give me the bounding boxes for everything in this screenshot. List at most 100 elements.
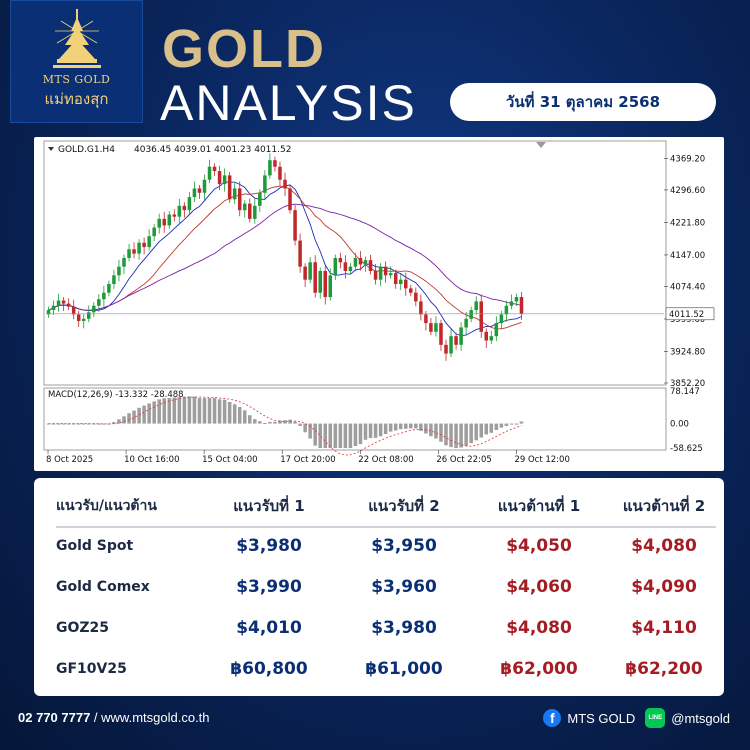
candle-body [122, 257, 126, 267]
candle-body [61, 300, 66, 304]
candle-body [439, 323, 443, 345]
candle-body [373, 270, 378, 280]
candle-body [469, 310, 473, 319]
macd-histogram-bar [288, 419, 292, 424]
y-tick-label: 4221.80 [670, 218, 705, 228]
macd-histogram-bar [424, 423, 428, 434]
macd-label: MACD(12,26,9) -13.332 -28.488 [48, 390, 184, 400]
macd-histogram-bar [444, 423, 448, 446]
title-gold: GOLD [162, 19, 326, 79]
line-icon[interactable]: LINE [645, 708, 666, 728]
x-tick-label: 22 Oct 08:00 [358, 455, 413, 465]
candle-body [494, 323, 499, 337]
macd-histogram-bar [388, 423, 393, 432]
candle-body [268, 160, 272, 176]
macd-histogram-bar [348, 423, 353, 448]
macd-histogram-bar [343, 423, 348, 448]
brand-name-th: แม่ทองสุก [44, 90, 109, 108]
x-tick-label: 29 Oct 12:00 [514, 455, 569, 465]
ma-slow-line [48, 203, 522, 311]
macd-histogram-bar [353, 423, 358, 447]
candle-body [424, 314, 428, 324]
chart-menu-icon[interactable] [48, 147, 54, 151]
line-id[interactable]: @mtsgold [671, 710, 730, 726]
candle-body [51, 305, 56, 311]
y-tick-label: 3924.80 [670, 347, 705, 357]
macd-histogram-bar [132, 410, 136, 424]
x-tick-label: 10 Oct 16:00 [124, 455, 179, 465]
candle-body [398, 279, 403, 285]
macd-histogram-bar [217, 399, 222, 424]
candle-body [152, 227, 156, 237]
candle-body [434, 323, 438, 332]
brand-logo: MTS GOLD แม่ทองสุก [10, 0, 143, 123]
candle-body [519, 297, 524, 314]
macd-histogram-bar [283, 420, 287, 424]
macd-histogram-bar [368, 423, 373, 439]
candle-body [454, 336, 458, 345]
candle-body [313, 262, 317, 293]
macd-histogram-bar [112, 422, 116, 424]
macd-histogram-bar [76, 423, 81, 425]
chart-symbol-label: GOLD.G1.H4 [58, 145, 115, 155]
x-tick-label: 17 Oct 20:00 [280, 455, 335, 465]
candle-body [293, 210, 297, 241]
macd-histogram-bar [227, 402, 232, 424]
support-2-value: $3,960 [371, 577, 437, 597]
candle-body [388, 273, 393, 276]
row-name: GF10V25 [56, 661, 127, 677]
facebook-icon[interactable]: f [543, 709, 562, 727]
macd-histogram-bar [197, 397, 202, 424]
candle-body [333, 257, 338, 276]
support-1-value: $3,980 [236, 536, 302, 556]
candle-body [378, 266, 383, 280]
table-row: GF10V25 ฿60,800 ฿61,000 ฿62,000 ฿62,200 [34, 649, 724, 689]
last-price-label: 4011.52 [669, 310, 704, 320]
resistance-2-value: $4,090 [631, 577, 697, 597]
y-tick-label: 4074.40 [670, 282, 705, 292]
candle-body [187, 197, 192, 211]
support-2-value: ฿61,000 [365, 659, 443, 679]
macd-histogram-bar [308, 423, 312, 439]
ma-mid-line [48, 185, 522, 330]
macd-histogram-bar [519, 421, 524, 424]
candle-body [348, 266, 353, 271]
macd-histogram-bar [157, 399, 161, 424]
table-row: GOZ25 $4,010 $3,980 $4,080 $4,110 [34, 608, 724, 648]
facebook-name[interactable]: MTS GOLD [567, 710, 636, 726]
macd-histogram-bar [122, 416, 126, 424]
macd-histogram-bar [313, 423, 317, 446]
macd-histogram-bar [409, 423, 413, 429]
support-1-value: $3,990 [236, 577, 302, 597]
macd-histogram-bar [46, 423, 51, 425]
macd-histogram-bar [499, 423, 504, 428]
macd-y-tick-label: -58.625 [670, 444, 703, 454]
row-name: Gold Comex [56, 579, 150, 595]
macd-histogram-bar [202, 398, 207, 424]
candle-body [222, 175, 227, 185]
resistance-1-value: ฿62,000 [500, 659, 578, 679]
candle-body [318, 270, 322, 293]
macd-histogram-bar [318, 423, 322, 448]
candle-body [403, 279, 408, 289]
title-analysis: ANALYSIS [160, 75, 417, 131]
chart-scroll-marker [536, 142, 546, 148]
macd-histogram-bar [449, 423, 453, 448]
header-resistance-1: แนวต้านที่ 1 [497, 497, 581, 515]
macd-histogram-bar [293, 421, 297, 424]
header-support-2: แนวรับที่ 2 [368, 497, 440, 515]
candle-body [227, 175, 232, 200]
website-link[interactable]: / www.mtsgold.co.th [93, 710, 210, 725]
phone-number[interactable]: 02 770 7777 [18, 710, 91, 725]
candle-body [499, 314, 504, 324]
candle-body [71, 306, 76, 315]
header-col-name: แนวรับ/แนวต้าน [56, 498, 157, 514]
candle-body [363, 260, 368, 265]
candle-body [449, 336, 453, 354]
candle-body [308, 262, 312, 280]
candle-body [459, 327, 463, 345]
candle-body [117, 266, 121, 276]
candle-body [112, 275, 116, 285]
support-2-value: $3,980 [371, 618, 437, 638]
candle-body [137, 242, 141, 254]
